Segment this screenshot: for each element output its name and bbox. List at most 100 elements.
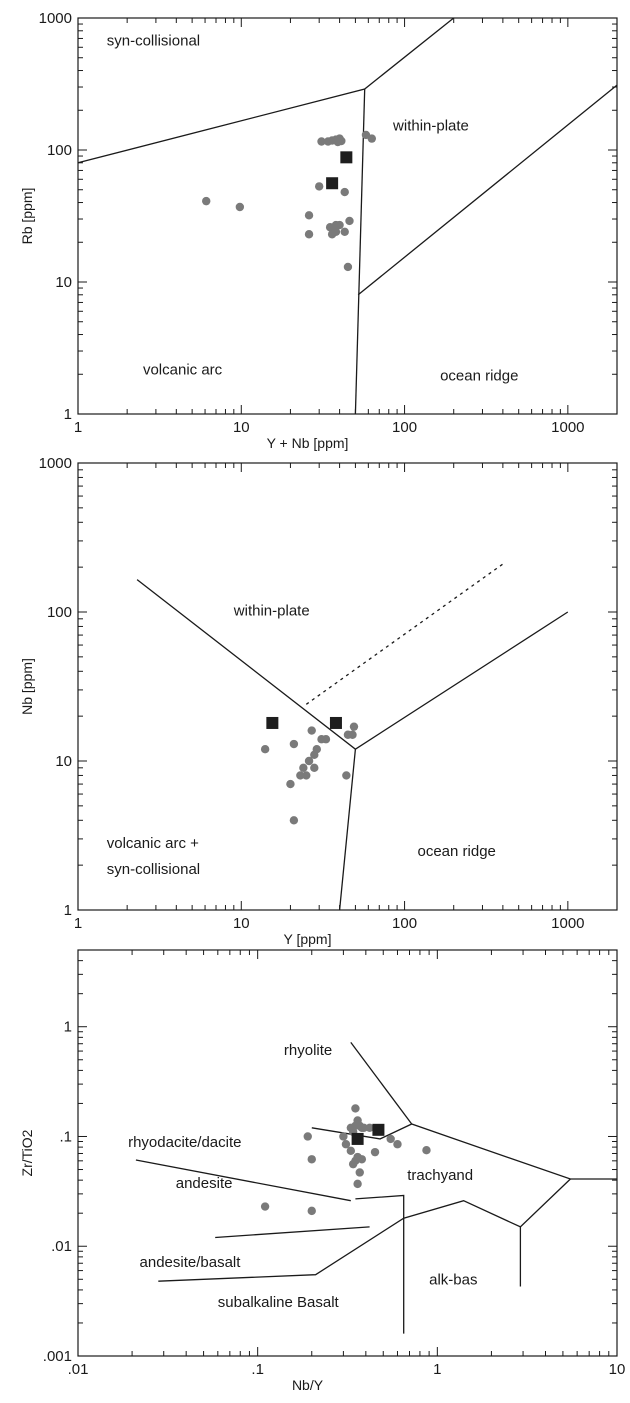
chart-3-x-tick-label: 1 (433, 1361, 441, 1378)
chart-1-x-tick-label: 1 (74, 419, 82, 436)
chart-2-x-tick-label: 100 (392, 915, 417, 932)
chart-2-data-point-circle (348, 730, 357, 739)
chart-1-data-point-circle (340, 187, 349, 197)
chart-3-y-tick-label: .01 (51, 1238, 72, 1255)
chart-1-x-tick-label: 1000 (551, 419, 584, 436)
chart-3-y-axis-title: Zr/TiO2 (19, 1129, 35, 1176)
chart-1-y-tick-label: 1000 (39, 10, 72, 27)
chart-1-data-point-square (340, 151, 353, 164)
chart-2-y-tick-label: 10 (55, 753, 72, 770)
chart-2-field-label: ocean ridge (417, 843, 495, 860)
chart-3-field-label: alk-bas (429, 1271, 477, 1288)
chart-3-field-boundary-line (311, 1123, 617, 1180)
chart-2-x-tick-label: 10 (233, 915, 250, 932)
chart-2-data-point-circle (299, 763, 308, 773)
chart-1-x-axis-title: Y + Nb [ppm] (267, 435, 349, 451)
chart-1-field-boundary-line (354, 88, 366, 415)
chart-1-field-label: syn-collisional (107, 32, 200, 49)
chart-3-field-label: subalkaline Basalt (218, 1294, 340, 1311)
chart-3-data-point-circle (303, 1132, 312, 1141)
chart-3-data-point-circle (260, 1202, 270, 1211)
chart-3-field-label: rhyodacite/dacite (128, 1134, 241, 1151)
chart-3-x-axis-title: Nb/Y (292, 1377, 324, 1393)
chart-3-data-point-circle (341, 1140, 351, 1149)
chart-2-data-point-circle (307, 726, 316, 735)
chart-1-field-label: ocean ridge (440, 367, 518, 384)
chart-1-y-axis-title: Rb [ppm] (19, 188, 35, 245)
chart-3-field-boundary-line (350, 1042, 413, 1125)
chart-3-field-boundary-line (135, 1159, 351, 1202)
chart-3-data-point-square (351, 1132, 364, 1145)
chart-3-field-boundary-line (158, 1178, 571, 1282)
chart-3-data-point-circle (393, 1140, 402, 1149)
chart-2-data-point-circle (289, 739, 299, 749)
chart-1-data-point-circle (335, 220, 344, 230)
chart-2-x-tick-label: 1000 (551, 915, 584, 932)
chart-2-y-axis-title: Nb [ppm] (19, 658, 35, 715)
chart-1-data-point-circle (331, 227, 341, 237)
chart-3-x-tick-label: .01 (68, 1361, 89, 1378)
chart-2-data-point-circle (304, 756, 314, 766)
chart-2-data-point-circle (310, 763, 319, 773)
chart-1-field-boundary-line (357, 84, 618, 296)
chart-2-field-label: within-plate (233, 602, 310, 619)
chart-3-data-point-circle (359, 1123, 369, 1132)
chart-1-data-point-circle (314, 182, 324, 191)
chart-2-field-label: syn-collisional (107, 861, 200, 878)
chart-2-data-point-circle (302, 771, 311, 780)
chart-3-data-point-circle (353, 1179, 362, 1189)
chart-3-field-boundary-line (215, 1226, 370, 1239)
chart-3-data-point-circle (351, 1104, 360, 1113)
chart-1-y-tick-label: 10 (55, 274, 72, 291)
chart-3-data-point-circle (370, 1147, 380, 1157)
chart-2-data-point-square (266, 716, 279, 729)
chart-2-data-point-circle (321, 735, 331, 744)
chart-2-data-point-circle (342, 771, 351, 780)
chart-1-data-point-square (326, 177, 339, 190)
chart-2-x-axis-title: Y [ppm] (284, 931, 332, 947)
chart-3-field-label: andesite/basalt (140, 1254, 242, 1271)
chart-1-data-point-circle (343, 262, 353, 272)
chart-2-data-point-circle (312, 745, 321, 754)
chart-3-data-point-square (372, 1123, 385, 1136)
chart-1-plot-frame (77, 17, 618, 415)
chart-1-x-tick-label: 100 (392, 419, 417, 436)
chart-1-data-point-circle (340, 227, 349, 237)
chart-2-y-tick-label: 100 (47, 604, 72, 621)
chart-3-y-tick-label: .1 (59, 1128, 72, 1145)
chart-1-y-tick-label: 100 (47, 142, 72, 159)
chart-2-y-tick-label: 1 (64, 902, 72, 919)
chart-3-x-tick-label: .1 (251, 1361, 264, 1378)
chart-2-dashed-boundary-line (305, 563, 504, 705)
chart-3-data-point-circle (422, 1145, 431, 1155)
chart-1-field-label: within-plate (392, 118, 469, 135)
chart-3-field-label: trachyand (407, 1167, 473, 1184)
chart-1-x-tick-label: 10 (233, 419, 250, 436)
chart-3-field-label: rhyolite (284, 1042, 332, 1059)
chart-3-field-label: andesite (176, 1175, 233, 1192)
chart-1-data-point-circle (367, 134, 377, 143)
chart-3-data-point-circle (307, 1155, 316, 1164)
chart-2-data-point-circle (289, 816, 299, 825)
chart-1-data-point-circle (317, 137, 326, 146)
chart-2-data-point-circle (286, 779, 295, 789)
chart-3-data-point-circle (307, 1206, 316, 1216)
chart-1-data-point-circle (337, 136, 346, 146)
chart-2-y-tick-label: 1000 (39, 455, 72, 472)
chart-2-group: 1 10 100 1000 1 10 100 1000 Y [ppm] Nb [ppm] withi… (19, 455, 618, 947)
chart-2-data-point-circle (260, 745, 270, 754)
chart-2-data-point-circle (349, 722, 359, 731)
chart-1-data-point-circle (304, 211, 314, 220)
chart-3-data-point-circle (357, 1155, 367, 1164)
chart-2-data-point-circle (296, 771, 305, 780)
chart-2-x-tick-label: 1 (74, 915, 82, 932)
chart-1-field-label: volcanic arc (143, 361, 223, 378)
chart-3-group: .01.1 1 10.001.01.11Nb/YZr/TiO2rhyoliterhy… (19, 949, 625, 1393)
chart-3-data-point-circle (339, 1132, 348, 1141)
chart-3-data-point-circle (355, 1168, 364, 1177)
chart-1-data-point-circle (202, 196, 211, 206)
chart-3-field-boundary-line (355, 1194, 405, 1334)
chart-1-y-tick-label: 1 (64, 406, 72, 423)
chart-3-data-point-circle (386, 1134, 395, 1144)
